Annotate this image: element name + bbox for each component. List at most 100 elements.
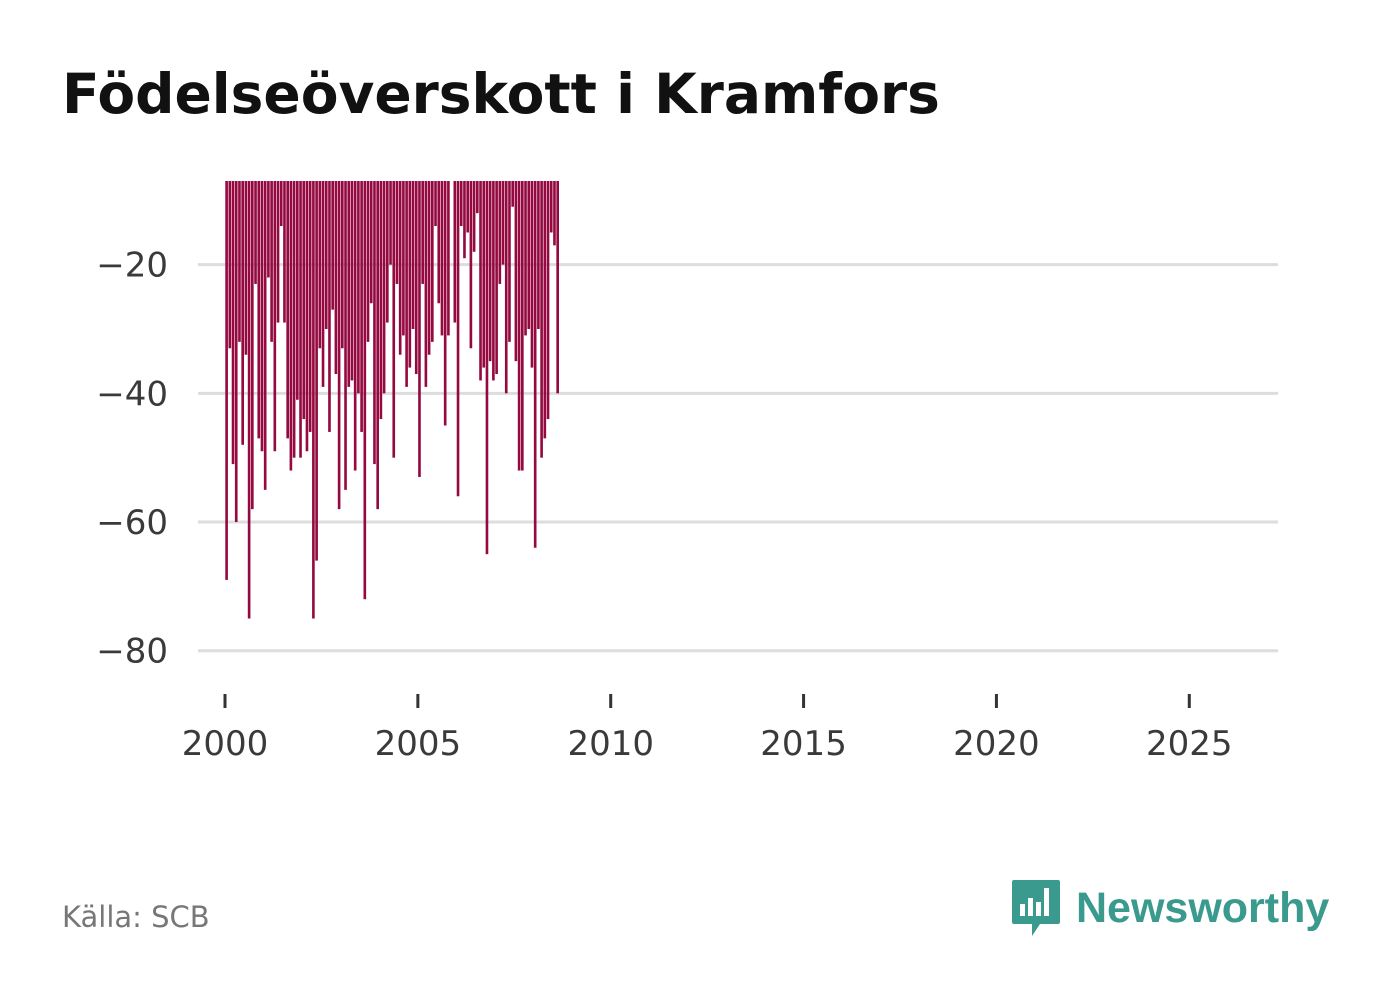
bar	[504, 181, 508, 394]
bar	[315, 181, 318, 561]
bar	[299, 181, 302, 458]
bar	[447, 181, 450, 336]
bar	[296, 181, 299, 400]
bar	[328, 181, 331, 432]
bar	[389, 181, 392, 265]
bar	[440, 181, 444, 336]
bar	[517, 181, 521, 471]
bar	[431, 181, 434, 342]
y-tick-label: −60	[96, 503, 168, 543]
bar	[469, 181, 473, 349]
bar	[276, 181, 280, 323]
x-tick-label: 2020	[953, 724, 1040, 764]
bar	[418, 181, 421, 477]
bar	[341, 181, 344, 349]
bar	[395, 181, 399, 284]
bar	[495, 181, 498, 375]
bar	[234, 181, 238, 523]
bar	[533, 181, 537, 548]
bar	[459, 181, 463, 227]
bar	[402, 181, 405, 336]
bar	[318, 181, 322, 349]
bar	[411, 181, 415, 329]
bar	[357, 181, 360, 394]
bar	[498, 181, 502, 284]
bar	[427, 181, 431, 355]
source-note: Källa: SCB	[62, 900, 210, 934]
bar	[321, 181, 325, 387]
brand-logo[interactable]: Newsworthy	[1010, 878, 1329, 938]
bar	[353, 181, 357, 471]
bar	[289, 181, 293, 471]
bar	[286, 181, 289, 439]
y-tick-label: −40	[96, 374, 168, 414]
x-tick-label: 2005	[375, 724, 462, 764]
bar	[260, 181, 264, 452]
bar	[392, 181, 396, 458]
bar	[225, 181, 228, 580]
bar	[334, 181, 338, 375]
bar	[549, 181, 553, 233]
bar	[492, 181, 495, 381]
bar	[263, 181, 267, 490]
bar	[308, 181, 312, 432]
bar	[350, 181, 354, 381]
grid-lines	[198, 263, 1278, 653]
bar	[369, 181, 373, 304]
bar	[511, 181, 514, 207]
bar	[537, 181, 540, 329]
x-axis: 2000 2005 2010 2015 2020 2025	[182, 694, 1233, 764]
bar	[524, 181, 527, 336]
bar	[331, 181, 334, 310]
bar	[482, 181, 486, 368]
bar	[437, 181, 441, 304]
bar	[241, 181, 244, 445]
bar	[337, 181, 341, 510]
bar	[360, 181, 363, 432]
bars	[225, 181, 559, 619]
bar	[553, 181, 556, 246]
bar	[238, 181, 241, 342]
y-axis: −20 −40 −60 −80	[96, 246, 168, 672]
bar	[324, 181, 328, 329]
bar	[466, 181, 469, 233]
y-tick-label: −80	[96, 632, 168, 672]
bar	[273, 181, 277, 452]
bar	[414, 181, 418, 375]
bar	[463, 181, 466, 259]
bar	[376, 181, 379, 510]
bar	[398, 181, 402, 355]
bar	[527, 181, 531, 329]
bar	[305, 181, 309, 452]
bar	[408, 181, 412, 368]
bar	[540, 181, 543, 458]
bar	[530, 181, 534, 368]
bar	[251, 181, 254, 510]
bar	[279, 181, 283, 227]
bar	[244, 181, 248, 355]
bar	[421, 181, 424, 284]
bar	[379, 181, 383, 420]
bar	[556, 181, 559, 394]
x-tick-label: 2010	[567, 724, 654, 764]
bar	[521, 181, 524, 471]
bar	[543, 181, 547, 439]
bar	[270, 181, 273, 342]
bar	[479, 181, 482, 381]
bar	[257, 181, 261, 439]
bar	[453, 181, 457, 323]
y-tick-label: −20	[96, 246, 168, 286]
bar	[312, 181, 315, 619]
newsworthy-bar-chart-icon	[1012, 880, 1060, 936]
x-tick-label: 2000	[182, 724, 269, 764]
bar	[434, 181, 437, 227]
bar	[488, 181, 492, 362]
bar	[254, 181, 257, 284]
bar	[472, 181, 476, 252]
bar	[424, 181, 428, 387]
bar	[283, 181, 286, 323]
bar	[514, 181, 518, 362]
bar	[366, 181, 370, 342]
bar	[456, 181, 460, 497]
